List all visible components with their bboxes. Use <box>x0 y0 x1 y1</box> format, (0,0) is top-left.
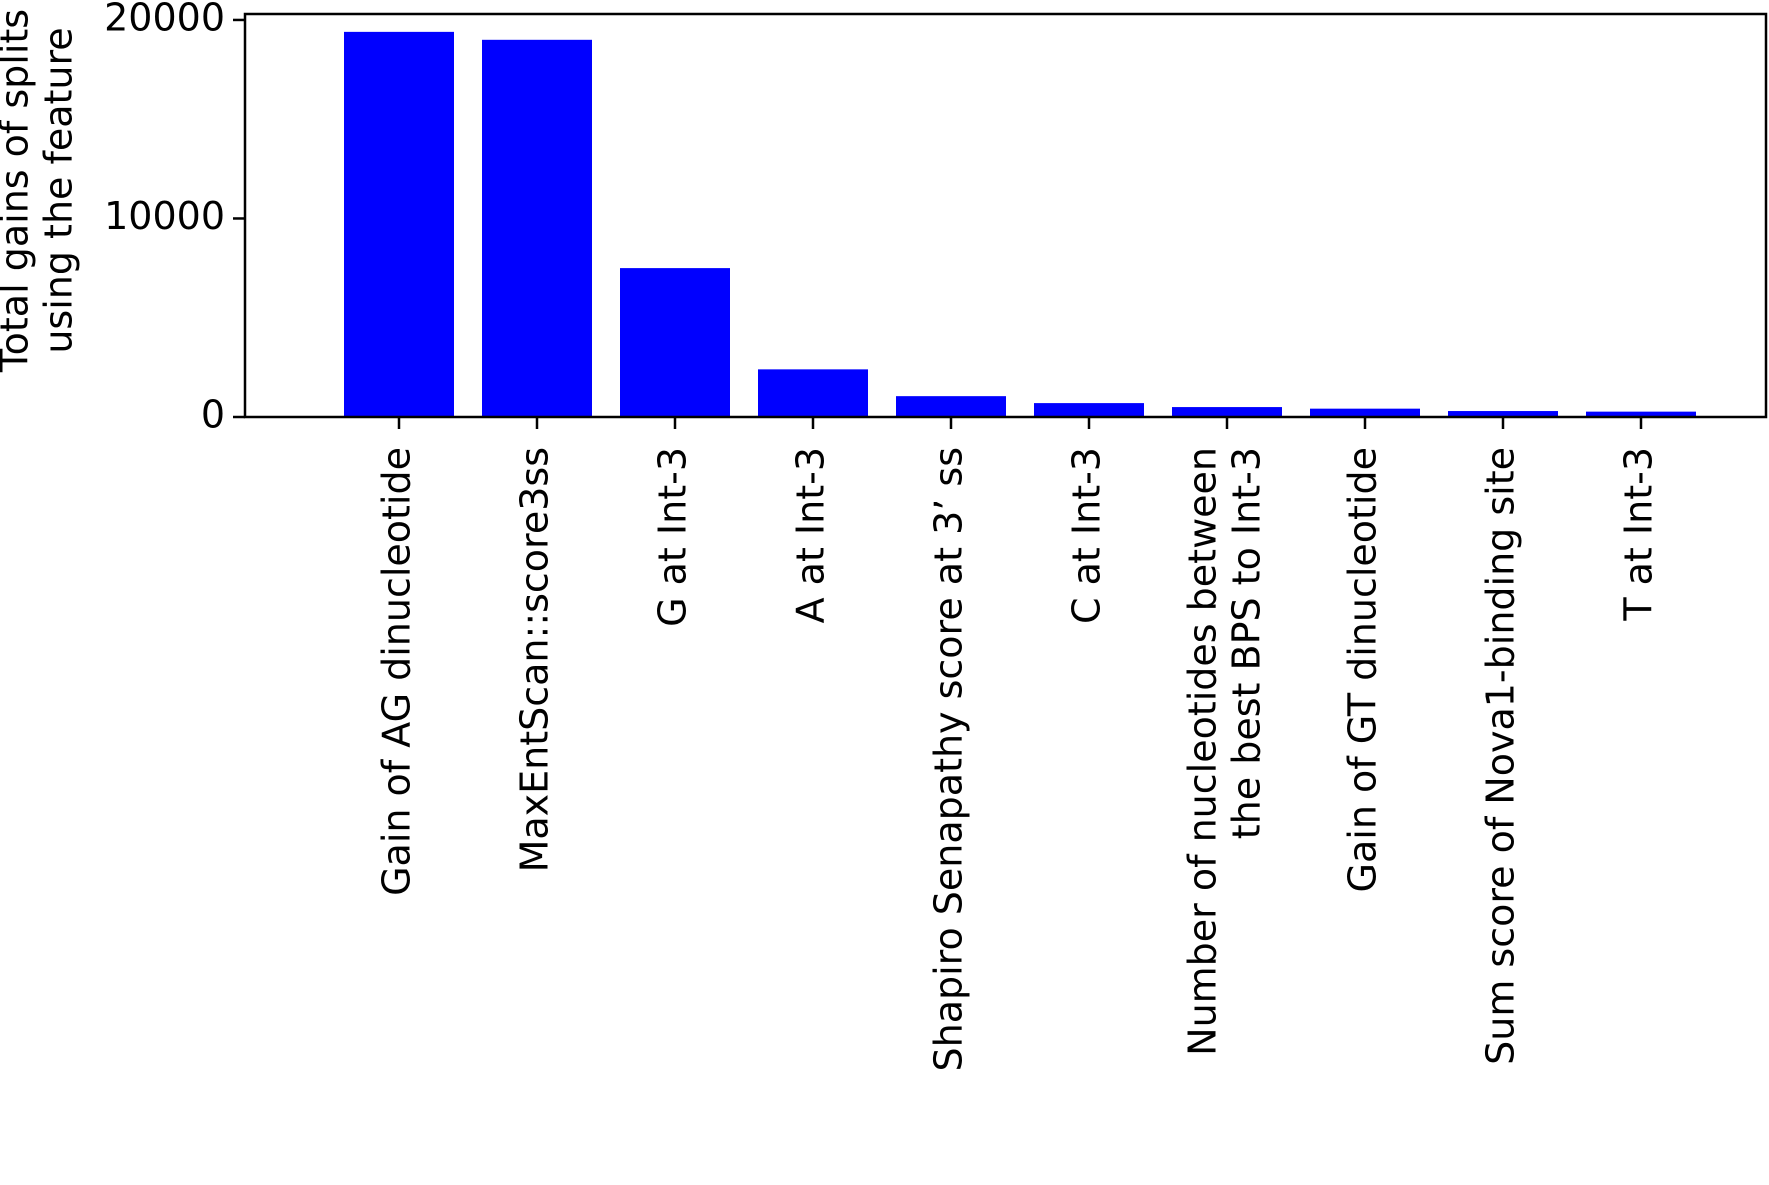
labels-layer: 0 10000 20000 Gain of AG dinucleotide MaxEnt… <box>0 0 1661 1072</box>
axes-layer <box>233 12 1768 429</box>
x-tick-label-2-line-1: MaxEntScan::score3ss <box>513 447 557 872</box>
bar-6 <box>1034 403 1144 417</box>
x-tick-label-2: MaxEntScan::score3ss <box>513 447 557 872</box>
x-tick-label-4: A at Int-3 <box>789 447 833 623</box>
x-tick-label-5-line-1: Shapiro Senapathy score at 3’ ss <box>927 447 971 1072</box>
y-axis-label-line-2: using the feature <box>37 27 81 353</box>
bars-layer <box>344 31 1696 417</box>
x-tick-label-8: Gain of GT dinucleotide <box>1341 447 1385 892</box>
bar-2 <box>482 39 592 417</box>
x-tick-label-10-line-1: T at Int-3 <box>1617 447 1661 622</box>
x-tick-label-4-line-1: A at Int-3 <box>789 447 833 623</box>
bar-4 <box>758 369 868 417</box>
x-tick-label-3-line-1: G at Int-3 <box>651 447 695 627</box>
y-axis-label-line-1: Total gains of splits <box>0 9 37 373</box>
x-tick-label-1: Gain of AG dinucleotide <box>375 447 419 896</box>
x-tick-label-6-line-1: C at Int-3 <box>1065 447 1109 624</box>
x-tick-label-3: G at Int-3 <box>651 447 695 627</box>
x-tick-label-7-line-2: the best BPS to Int-3 <box>1225 447 1269 839</box>
bar-8 <box>1310 408 1420 417</box>
bar-7 <box>1172 407 1282 417</box>
bar-10 <box>1586 411 1696 417</box>
y-tick-label-20000: 20000 <box>104 0 225 39</box>
x-tick-label-10: T at Int-3 <box>1617 447 1661 622</box>
bar-3 <box>620 268 730 417</box>
y-tick-label-0: 0 <box>201 393 225 437</box>
x-tick-label-6: C at Int-3 <box>1065 447 1109 624</box>
x-tick-label-7: Number of nucleotides between the best BP… <box>1181 447 1269 1056</box>
bar-1 <box>344 31 454 417</box>
x-tick-label-7-line-1: Number of nucleotides between <box>1181 447 1225 1056</box>
y-tick-label-10000: 10000 <box>104 194 225 238</box>
x-tick-label-1-line-1: Gain of AG dinucleotide <box>375 447 419 896</box>
x-tick-label-8-line-1: Gain of GT dinucleotide <box>1341 447 1385 892</box>
x-tick-label-9: Sum score of Nova1-binding site <box>1479 447 1523 1065</box>
y-axis-label: Total gains of splits using the feature <box>0 9 81 373</box>
plot-frame <box>243 12 1768 419</box>
x-tick-label-9-line-1: Sum score of Nova1-binding site <box>1479 447 1523 1065</box>
x-tick-label-5: Shapiro Senapathy score at 3’ ss <box>927 447 971 1072</box>
bar-5 <box>896 396 1006 417</box>
bar-9 <box>1448 411 1558 417</box>
